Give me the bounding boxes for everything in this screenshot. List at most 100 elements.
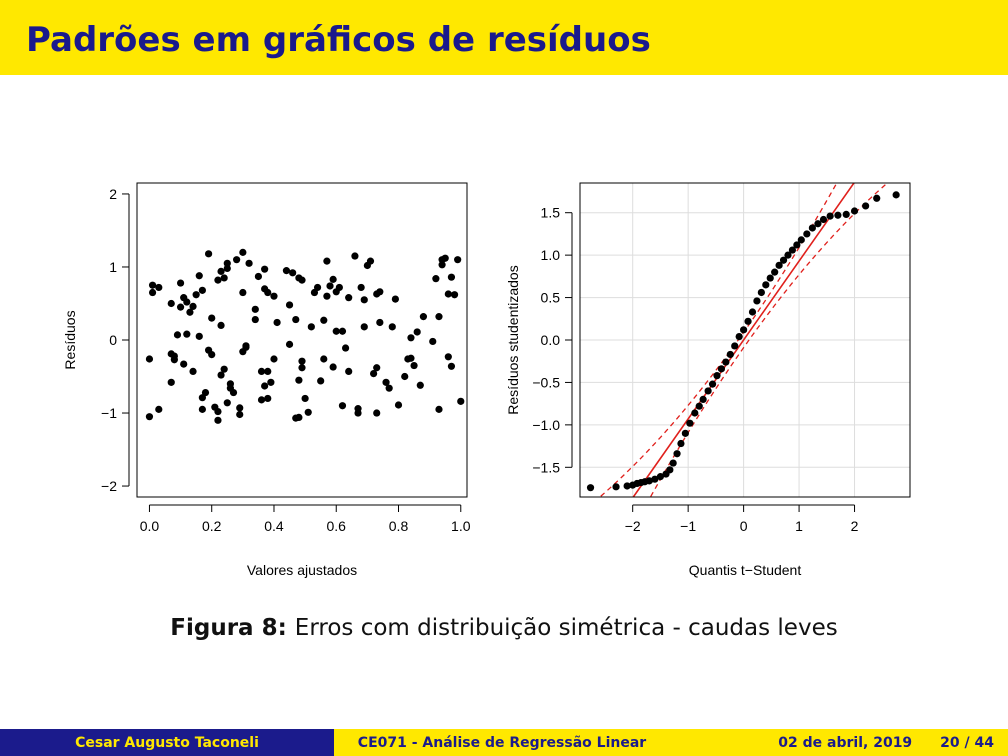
data-point [320, 355, 328, 363]
data-point [329, 363, 337, 371]
data-point [270, 355, 278, 363]
data-point [148, 288, 157, 297]
data-point [236, 410, 244, 419]
data-point [145, 355, 154, 363]
data-point [304, 408, 312, 416]
x-tick-label: 0.8 [389, 518, 409, 534]
data-point [270, 292, 278, 300]
data-point [435, 313, 443, 321]
data-point [388, 323, 396, 331]
data-point [677, 439, 685, 448]
qq-plot-svg: −2 −1 0 1 2 −1.5 −1.0 −0.5 0.0 0.5 1.0 1.5 Quantis t… [505, 182, 911, 578]
data-point [335, 283, 343, 292]
data-point [295, 376, 303, 384]
data-point [726, 350, 734, 359]
data-point [245, 259, 253, 267]
caption-label: Figura 8: [170, 615, 287, 641]
data-point [432, 275, 440, 283]
qq-plot: −2 −1 0 1 2 −1.5 −1.0 −0.5 0.0 0.5 1.0 1.5 Quantis t… [500, 165, 930, 589]
data-point [214, 416, 222, 424]
data-point [180, 360, 188, 368]
data-point [167, 299, 175, 308]
data-point [788, 246, 797, 254]
data-point [382, 378, 390, 386]
data-point [416, 381, 424, 389]
data-point [189, 367, 197, 375]
data-point [413, 328, 421, 336]
data-point [326, 282, 334, 290]
data-point [264, 288, 272, 297]
x-tick-label: 0.2 [202, 518, 222, 534]
x-tick-label: 1.0 [451, 518, 471, 534]
data-point [376, 288, 384, 296]
data-point [155, 405, 163, 413]
data-point [223, 264, 231, 273]
y-axis-label: Resíduos studentizados [505, 265, 521, 414]
data-point [669, 459, 677, 467]
data-point [357, 283, 365, 292]
data-point [842, 210, 850, 218]
data-point [198, 286, 206, 294]
data-point [623, 482, 631, 490]
x-tick-label: 0.6 [327, 518, 347, 534]
data-point [239, 248, 247, 256]
data-point [351, 252, 359, 260]
footer-date: 02 de abril, 2019 [778, 734, 913, 751]
plot-frame [579, 182, 911, 498]
data-point [779, 256, 788, 264]
data-point [645, 477, 653, 485]
data-point [254, 272, 263, 281]
data-point [441, 254, 449, 262]
data-point [370, 369, 378, 378]
data-point [217, 321, 225, 329]
data-point [220, 365, 228, 373]
data-point [784, 251, 792, 259]
data-point [753, 297, 761, 305]
data-point [167, 378, 175, 386]
y-tick-label: 0.0 [541, 332, 561, 348]
data-point [329, 275, 337, 283]
data-point [429, 337, 437, 346]
footer-author: Cesar Augusto Taconeli [0, 729, 334, 756]
data-point [345, 294, 353, 302]
data-point [261, 265, 269, 273]
data-point [217, 267, 225, 275]
data-point [155, 283, 163, 292]
data-point [332, 327, 340, 335]
footer-page: 20 / 44 [940, 734, 994, 751]
data-point [394, 401, 403, 409]
data-point [220, 274, 228, 282]
data-point [457, 397, 465, 405]
data-point [338, 402, 347, 410]
data-point [183, 298, 191, 306]
data-point [419, 313, 428, 321]
residuals-scatter-plot: 0.0 0.2 0.4 0.6 0.8 1.0 −2 −1 0 1 2 Valores ajustad… [60, 165, 480, 589]
data-point [223, 259, 231, 267]
data-point [360, 296, 368, 304]
data-point [892, 191, 900, 199]
data-point [251, 315, 259, 324]
x-axis-label: Quantis t−Student [689, 562, 802, 578]
data-point [229, 388, 238, 397]
data-point [341, 344, 350, 352]
data-point [673, 450, 681, 458]
data-point [264, 394, 272, 403]
title-bar: Padrões em gráficos de resíduos [0, 0, 1008, 75]
data-point [744, 317, 752, 325]
data-point [295, 413, 303, 422]
data-point [407, 334, 415, 342]
data-point [722, 358, 730, 366]
data-point [651, 475, 659, 483]
data-point [233, 256, 241, 264]
data-point [444, 353, 452, 361]
data-point [217, 371, 225, 379]
data-point [298, 276, 306, 284]
data-point [373, 364, 381, 372]
data-point [183, 330, 191, 338]
footer: Cesar Augusto Taconeli CE071 - Análise d… [0, 729, 1008, 756]
y-tick-label: −2 [101, 478, 117, 494]
data-point [173, 331, 182, 339]
data-point [695, 402, 703, 410]
data-point [775, 261, 783, 269]
y-tick-label: 0 [109, 332, 117, 348]
